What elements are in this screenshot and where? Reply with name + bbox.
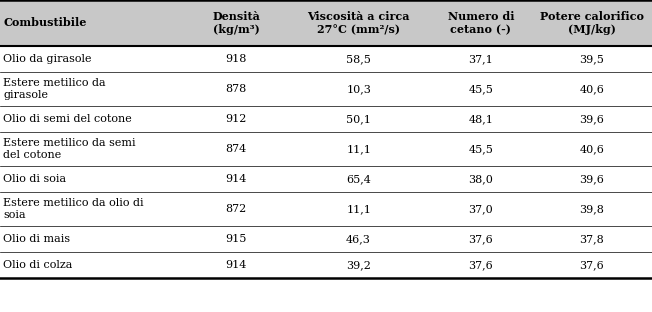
Text: 37,0: 37,0 xyxy=(469,204,493,214)
Text: Combustibile: Combustibile xyxy=(3,17,87,28)
Text: 914: 914 xyxy=(226,260,247,270)
Text: 39,8: 39,8 xyxy=(579,204,604,214)
Text: 37,1: 37,1 xyxy=(469,54,493,64)
Text: 37,6: 37,6 xyxy=(580,260,604,270)
Text: Estere metilico da olio di
soia: Estere metilico da olio di soia xyxy=(3,198,144,220)
Text: 915: 915 xyxy=(226,234,247,244)
Text: 872: 872 xyxy=(226,204,247,214)
Text: 40,6: 40,6 xyxy=(579,84,604,94)
Text: 45,5: 45,5 xyxy=(468,84,494,94)
Text: 38,0: 38,0 xyxy=(468,174,494,184)
Text: 874: 874 xyxy=(226,144,247,154)
Text: Viscosità a circa
27°C (mm²/s): Viscosità a circa 27°C (mm²/s) xyxy=(307,11,410,35)
Text: 40,6: 40,6 xyxy=(579,144,604,154)
Text: 11,1: 11,1 xyxy=(346,144,371,154)
Text: 39,6: 39,6 xyxy=(579,114,604,124)
Text: Olio di mais: Olio di mais xyxy=(3,234,70,244)
Text: 39,6: 39,6 xyxy=(579,174,604,184)
Text: 37,6: 37,6 xyxy=(469,260,493,270)
Text: 10,3: 10,3 xyxy=(346,84,371,94)
Text: 918: 918 xyxy=(226,54,247,64)
Text: 39,2: 39,2 xyxy=(346,260,371,270)
Text: Estere metilico da
girasole: Estere metilico da girasole xyxy=(3,78,106,100)
Text: 11,1: 11,1 xyxy=(346,204,371,214)
Text: 46,3: 46,3 xyxy=(346,234,371,244)
Text: 50,1: 50,1 xyxy=(346,114,371,124)
Text: Olio di soia: Olio di soia xyxy=(3,174,67,184)
Text: 48,1: 48,1 xyxy=(468,114,494,124)
Text: Densità
(kg/m³): Densità (kg/m³) xyxy=(213,11,260,35)
Text: Estere metilico da semi
del cotone: Estere metilico da semi del cotone xyxy=(3,138,136,160)
Text: 37,6: 37,6 xyxy=(469,234,493,244)
Text: Potere calorifico
(MJ/kg): Potere calorifico (MJ/kg) xyxy=(540,11,644,35)
Text: 912: 912 xyxy=(226,114,247,124)
Text: 45,5: 45,5 xyxy=(468,144,494,154)
Bar xyxy=(0,0,652,46)
Text: 58,5: 58,5 xyxy=(346,54,371,64)
Text: Olio di colza: Olio di colza xyxy=(3,260,72,270)
Text: 914: 914 xyxy=(226,174,247,184)
Text: 37,8: 37,8 xyxy=(580,234,604,244)
Text: 878: 878 xyxy=(226,84,247,94)
Text: 65,4: 65,4 xyxy=(346,174,371,184)
Text: 39,5: 39,5 xyxy=(579,54,604,64)
Text: Olio di semi del cotone: Olio di semi del cotone xyxy=(3,114,132,124)
Text: Numero di
cetano (-): Numero di cetano (-) xyxy=(448,11,514,35)
Text: Olio da girasole: Olio da girasole xyxy=(3,54,92,64)
